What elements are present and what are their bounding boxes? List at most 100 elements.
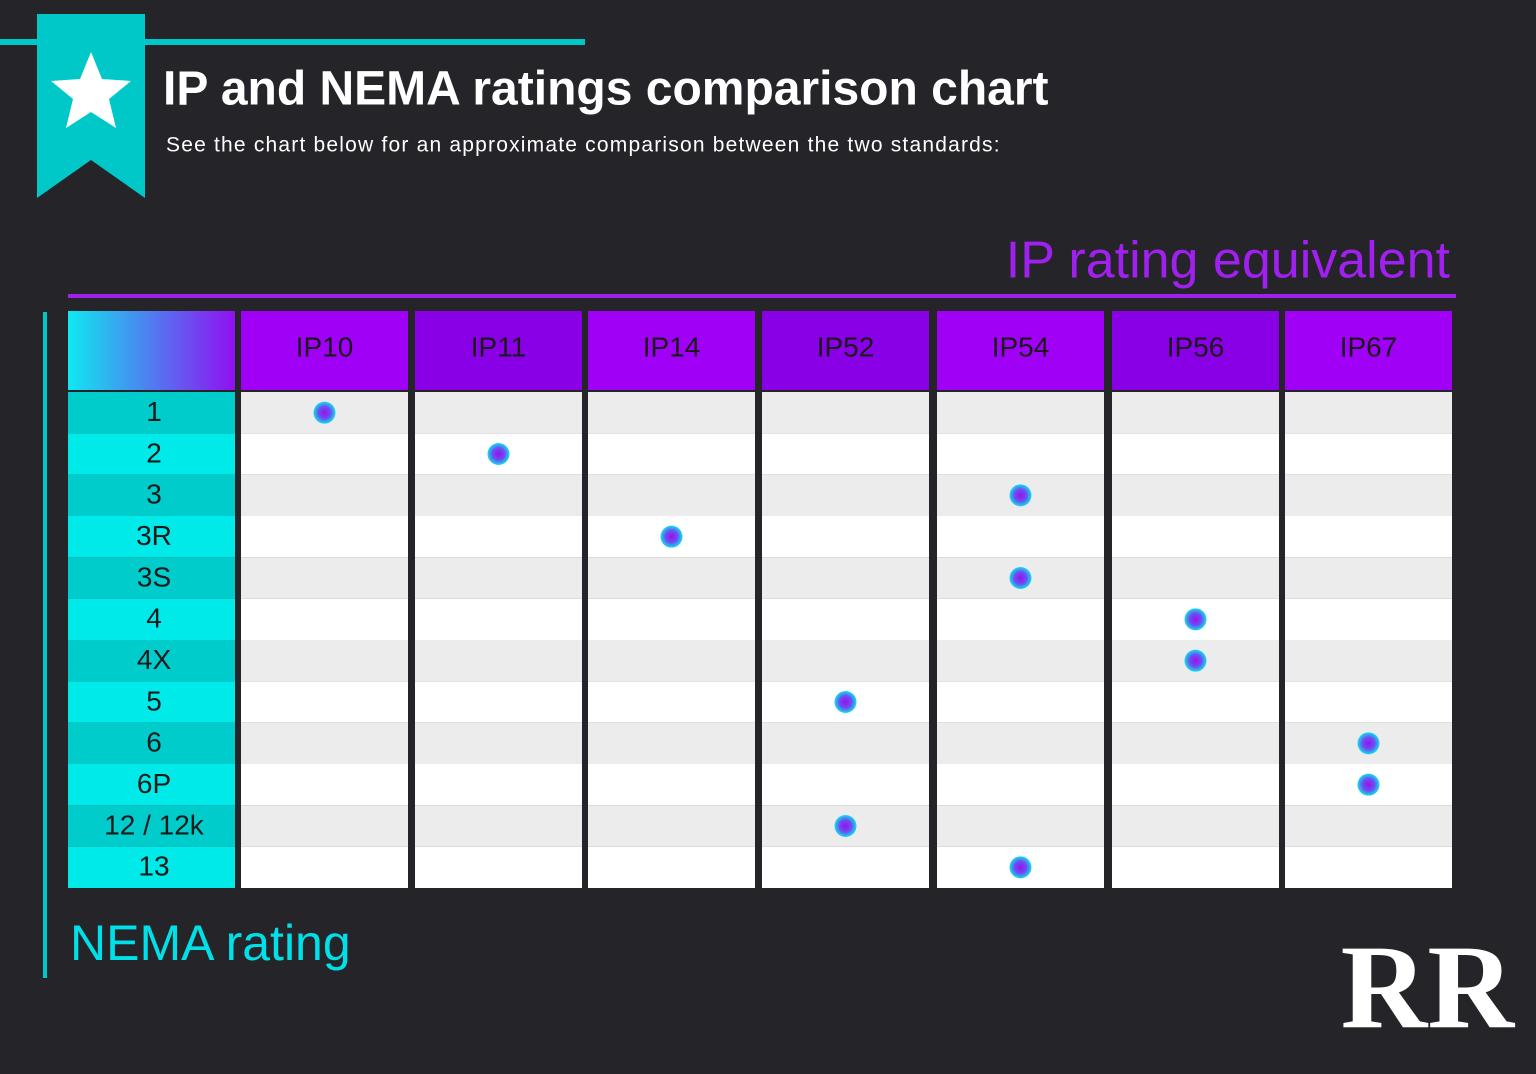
cell: [762, 557, 929, 599]
cell: [762, 516, 929, 558]
row-header: [68, 846, 235, 888]
row-header: [68, 557, 235, 599]
row-label: 4: [146, 603, 162, 634]
cell: [1285, 474, 1452, 516]
match-dot: [1357, 773, 1380, 796]
row-label: 4X: [137, 644, 172, 675]
cell: [762, 598, 929, 640]
row-label: 6: [146, 727, 162, 758]
column-header: [1285, 311, 1452, 390]
column-rule: [68, 294, 1456, 298]
cell: [415, 598, 582, 640]
column-header: [1112, 311, 1279, 390]
cell: [937, 640, 1104, 682]
column-title: IP rating equivalent: [1006, 232, 1451, 290]
cell: [415, 392, 582, 434]
cell: [588, 846, 755, 888]
match-dot: [1009, 484, 1032, 507]
cell: [1285, 557, 1452, 599]
cell: [762, 640, 929, 682]
cell: [588, 722, 755, 764]
cell: [937, 598, 1104, 640]
column-header: [762, 311, 929, 390]
match-dot: [1184, 649, 1207, 672]
cell: [762, 433, 929, 475]
cell: [1112, 846, 1279, 888]
cell: [241, 433, 408, 475]
match-dot: [1009, 856, 1032, 879]
row-header: [68, 640, 235, 682]
cell: [1112, 557, 1279, 599]
row-rule: [43, 312, 47, 978]
cell: [241, 640, 408, 682]
column-header: [415, 311, 582, 390]
row-header: [68, 764, 235, 806]
cell: [937, 805, 1104, 847]
cell: [1112, 805, 1279, 847]
row-label: 1: [146, 396, 162, 427]
cell: [415, 722, 582, 764]
cell: [762, 846, 929, 888]
cell: [241, 846, 408, 888]
cell: [415, 557, 582, 599]
cell: [241, 805, 408, 847]
cell: [1112, 764, 1279, 806]
cell: [1285, 516, 1452, 558]
cell: [1285, 598, 1452, 640]
cell: [1112, 474, 1279, 516]
cell: [762, 474, 929, 516]
row-header: [68, 433, 235, 475]
corner-cell: [68, 311, 235, 390]
column-label: IP11: [471, 331, 527, 362]
cell: [937, 681, 1104, 723]
row-label: 3R: [136, 520, 172, 551]
cell: [762, 392, 929, 434]
cell: [762, 722, 929, 764]
cell: [937, 722, 1104, 764]
column-label: IP56: [1167, 331, 1225, 362]
column-header: [241, 311, 408, 390]
column-label: IP52: [817, 331, 875, 362]
cell: [1112, 722, 1279, 764]
cell: [241, 516, 408, 558]
match-dot: [834, 691, 857, 713]
title: IP and NEMA ratings comparison chart: [163, 63, 1049, 116]
row-header: [68, 722, 235, 764]
cell: [1112, 681, 1279, 723]
cell: [1285, 681, 1452, 723]
cell: [937, 516, 1104, 558]
cell: [1112, 392, 1279, 434]
cell: [241, 722, 408, 764]
row-header: [68, 516, 235, 558]
column-label: IP10: [296, 331, 354, 362]
row-label: 3S: [137, 561, 171, 592]
cell: [588, 433, 755, 475]
row-label: 3: [146, 479, 162, 510]
cell: [588, 598, 755, 640]
cell: [241, 598, 408, 640]
row-header: [68, 805, 235, 847]
cell: [415, 474, 582, 516]
cell: [1285, 433, 1452, 475]
row-header: [68, 681, 235, 723]
match-dot: [1009, 567, 1032, 589]
row-header: [68, 474, 235, 516]
row-label: 6P: [137, 768, 171, 799]
match-dot: [313, 401, 336, 424]
star-icon: [51, 52, 131, 128]
cell: [415, 516, 582, 558]
cell: [241, 474, 408, 516]
cell: [415, 764, 582, 806]
cell: [588, 640, 755, 682]
cell: [241, 681, 408, 723]
cell: [588, 557, 755, 599]
row-header: [68, 392, 235, 434]
column-header: [588, 311, 755, 390]
header-rule: [0, 39, 585, 45]
column-label: IP14: [643, 331, 701, 362]
row-label: 13: [138, 851, 169, 882]
row-label: 5: [146, 685, 162, 716]
cell: [1285, 392, 1452, 434]
cell: [1112, 516, 1279, 558]
